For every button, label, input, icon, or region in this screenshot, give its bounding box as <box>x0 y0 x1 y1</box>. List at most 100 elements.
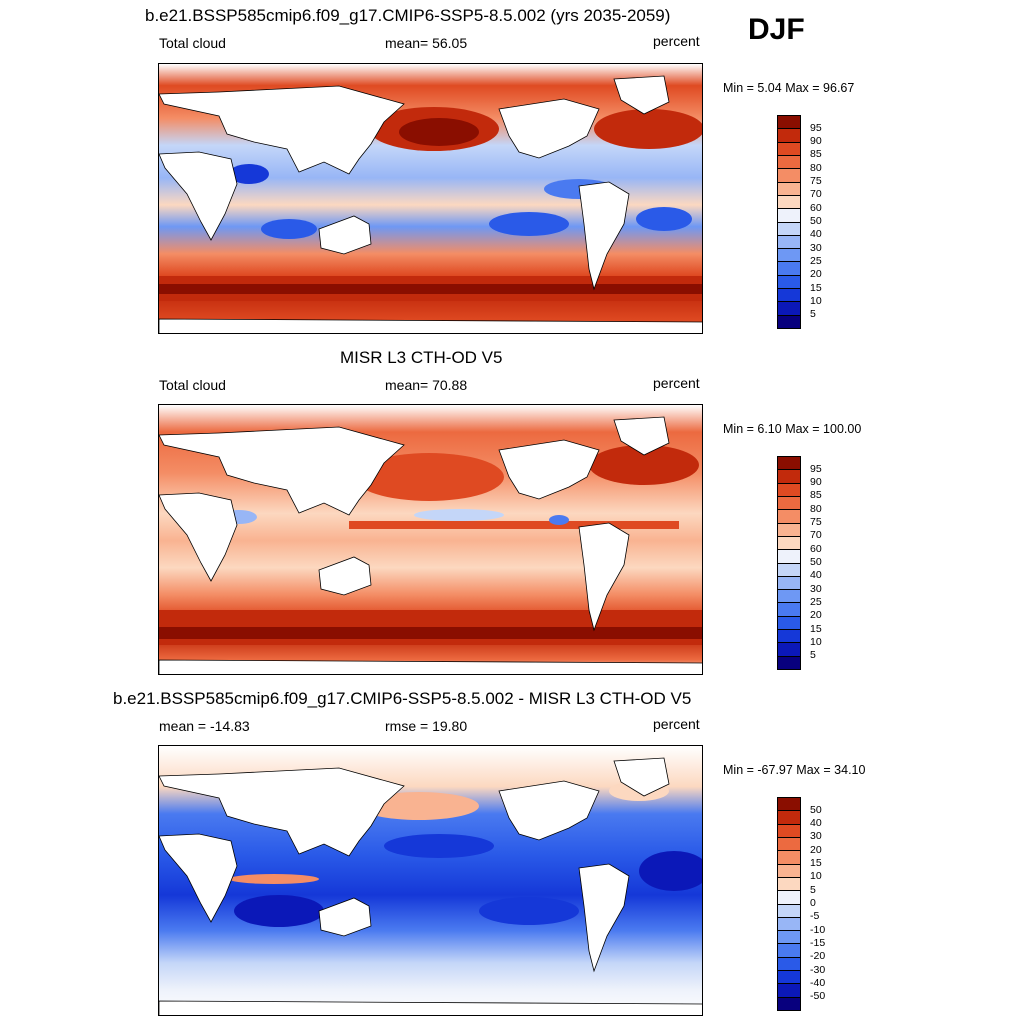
colorbar-swatch <box>777 615 801 630</box>
colorbar-tick-label: 0 <box>810 897 816 909</box>
continent-outlines <box>159 75 702 333</box>
colorbar-swatch <box>777 194 801 209</box>
colorbar: 50 40 30 20 15 10 5 0 -5 -10 -15 -20 -30 -40 -50 <box>777 797 825 1011</box>
colorbar-swatch <box>777 943 801 958</box>
colorbar-tick-label: 20 <box>810 609 822 622</box>
colorbar-swatch <box>777 903 801 918</box>
colorbar-tick-label: 10 <box>810 635 822 648</box>
colorbar: 95 90 85 80 75 70 60 50 40 30 25 20 15 10 5 <box>777 115 822 329</box>
colorbar-tick-label: 10 <box>810 870 822 883</box>
colorbar-swatch <box>777 495 801 510</box>
colorbar-tick-label: 95 <box>810 121 822 134</box>
colorbar-swatch <box>777 850 801 865</box>
colorbar-tick-label: 15 <box>810 281 822 294</box>
colorbar-swatch <box>777 562 801 577</box>
map-svg <box>159 64 702 333</box>
colorbar-swatch <box>777 154 801 169</box>
colorbar-swatch <box>777 629 801 643</box>
colorbar-swatch <box>777 288 801 302</box>
colorbar-swatch <box>777 522 801 537</box>
units-label: percent <box>653 375 700 391</box>
colorbar-swatch <box>777 261 801 276</box>
colorbar-tick-label: -30 <box>810 963 826 976</box>
colorbar-tick-label: 90 <box>810 476 822 489</box>
mean-label: mean= 70.88 <box>385 377 468 393</box>
colorbar-swatch <box>777 141 801 156</box>
colorbar-tick-label: -40 <box>810 976 826 989</box>
colorbar-swatch <box>777 823 801 838</box>
colorbar-swatch <box>777 549 801 563</box>
colorbar-swatch <box>777 482 801 497</box>
colorbar-tick-label: 60 <box>810 201 822 214</box>
continent-outlines <box>159 757 702 1015</box>
season-label: DJF <box>748 13 805 46</box>
colorbar-tick-label: 20 <box>810 843 822 856</box>
map-plot <box>158 63 703 334</box>
colorbar-tick-label: 50 <box>810 215 822 227</box>
mean-label: mean= 56.05 <box>385 35 468 51</box>
left-label: Total cloud <box>159 377 226 393</box>
cloud-feature-southern-ocean <box>159 610 702 645</box>
colorbar-swatch <box>777 168 801 183</box>
colorbar-swatch <box>777 208 801 222</box>
colorbar-tick-label: 95 <box>810 462 822 475</box>
colorbar-tick-label: 70 <box>810 188 822 201</box>
colorbar-swatch <box>777 930 801 944</box>
colorbar-swatch <box>777 996 801 1011</box>
colorbar-tick-label: 80 <box>810 502 822 515</box>
colorbar-tick-label: -10 <box>810 923 826 936</box>
min-max-label: Min = -67.97 Max = 34.10 <box>723 763 866 777</box>
colorbar-swatch <box>777 221 801 236</box>
colorbar-tick-label: 40 <box>810 228 822 241</box>
cloud-feature-storm-tracks <box>349 445 699 529</box>
colorbar-swatch <box>777 589 801 603</box>
colorbar-tick-label: 60 <box>810 542 822 555</box>
units-label: percent <box>653 716 700 732</box>
colorbar-tick-label: 40 <box>810 569 822 582</box>
colorbar-tick-label: 30 <box>810 241 822 254</box>
colorbar-tick-label: 20 <box>810 268 822 281</box>
panel-title: MISR L3 CTH-OD V5 <box>340 348 503 367</box>
colorbar-swatch <box>777 983 801 998</box>
colorbar-swatch <box>777 642 801 657</box>
left-label: Total cloud <box>159 35 226 51</box>
colorbar-tick-label: 30 <box>810 582 822 595</box>
map-plot <box>158 404 703 675</box>
colorbar-swatch <box>777 456 801 470</box>
colorbar-tick-label: 5 <box>810 883 816 896</box>
colorbar-tick-label: 85 <box>810 489 822 502</box>
colorbar-tick-label: -5 <box>810 910 820 923</box>
cloud-feature-north-atlantic <box>594 109 702 149</box>
colorbar-swatch <box>777 810 801 825</box>
panel-title: b.e21.BSSP585cmip6.f09_g17.CMIP6-SSP5-8.… <box>145 6 671 25</box>
map-svg <box>159 405 702 674</box>
colorbar-swatch <box>777 128 801 143</box>
colorbar-swatch <box>777 836 801 851</box>
colorbar-tick-label: 75 <box>810 175 822 188</box>
colorbar-tick-label: 90 <box>810 135 822 148</box>
map-plot <box>158 745 703 1016</box>
mean-label: mean = -14.83 <box>159 718 250 734</box>
colorbar-tick-label: 5 <box>810 308 816 321</box>
colorbar-swatch <box>777 274 801 289</box>
colorbar-swatch <box>777 602 801 617</box>
colorbar-tick-label: 25 <box>810 254 822 267</box>
units-label: percent <box>653 33 700 49</box>
colorbar-swatch <box>777 301 801 316</box>
colorbar-swatch <box>777 916 801 931</box>
colorbar-tick-label: -20 <box>810 950 826 963</box>
cloud-feature-north-pacific <box>369 107 499 151</box>
min-max-label: Min = 6.10 Max = 100.00 <box>723 422 862 436</box>
colorbar-swatch <box>777 876 801 891</box>
rmse-label: rmse = 19.80 <box>385 718 468 734</box>
colorbar-tick-label: -15 <box>810 936 826 949</box>
colorbar-swatch <box>777 890 801 904</box>
cloud-feature-southern-ocean <box>159 276 702 301</box>
colorbar-tick-label: -50 <box>810 990 826 1003</box>
colorbar-tick-label: 50 <box>810 803 822 816</box>
map-svg <box>159 746 702 1015</box>
colorbar-tick-label: 50 <box>810 556 822 568</box>
difference-feature-negative <box>234 834 702 927</box>
colorbar-tick-label: 10 <box>810 294 822 307</box>
colorbar-tick-label: 5 <box>810 649 816 662</box>
